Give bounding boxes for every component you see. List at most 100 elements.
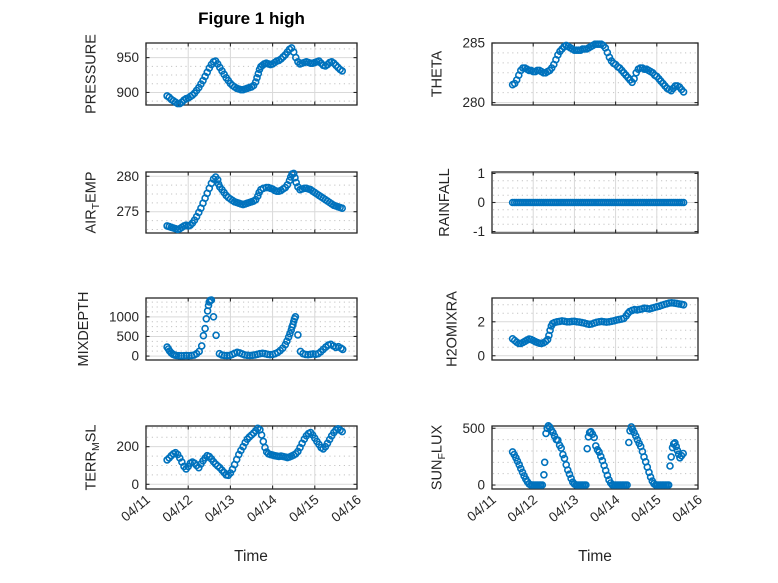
y-axis-label-sun-flux: SUNFLUX — [430, 425, 449, 491]
data-point — [596, 452, 605, 461]
data-point — [286, 329, 294, 338]
y-tick-label: 2 — [477, 314, 485, 329]
data-point — [209, 312, 218, 321]
y-tick-label: 200 — [116, 439, 139, 454]
data-point — [338, 427, 347, 436]
x-tick-label: 04/13 — [546, 492, 582, 525]
plot-frame — [491, 42, 699, 106]
x-tick-label: 04/15 — [286, 492, 322, 525]
y-tick-label: 280 — [116, 169, 139, 184]
data-point — [582, 481, 590, 489]
x-tick-label: 04/14 — [587, 492, 623, 526]
x-tick-label: 04/12 — [160, 492, 196, 525]
y-tick-label: 275 — [116, 204, 139, 219]
y-tick-label: 1000 — [109, 309, 139, 324]
scatter-series — [508, 298, 688, 348]
data-point — [175, 351, 183, 360]
scatter-series — [163, 424, 347, 480]
data-point — [560, 454, 569, 463]
data-point — [202, 314, 211, 323]
data-point — [631, 432, 640, 440]
x-axis-label-right: Time — [578, 548, 612, 565]
y-tick-label: 0 — [131, 477, 139, 492]
data-point — [672, 442, 681, 451]
scatter-series — [163, 44, 347, 108]
x-tick-label: 04/15 — [628, 492, 664, 525]
data-point — [226, 469, 235, 477]
data-point — [591, 442, 600, 450]
scatter-series — [508, 40, 688, 96]
data-point — [563, 317, 571, 326]
y-axis-label-mixdepth: MIXDEPTH — [76, 292, 92, 367]
data-point — [583, 444, 592, 453]
data-point — [284, 333, 293, 342]
data-point — [679, 88, 688, 96]
subplot-mixdepth: 0 500 1000 MIXDEPTH — [76, 292, 358, 367]
data-point — [516, 464, 525, 473]
plot-frame — [145, 171, 358, 234]
data-point — [199, 331, 208, 340]
x-tick-label: 04/16 — [328, 492, 364, 525]
figure-title: Figure 1 high — [198, 9, 305, 28]
data-point — [289, 169, 298, 178]
data-point — [540, 458, 549, 467]
subplot-pressure: 900 950 PRESSURE — [84, 34, 358, 114]
data-point — [518, 468, 527, 477]
data-point — [664, 481, 673, 489]
y-axis-label-pressure: PRESSURE — [84, 34, 100, 114]
plot-frame — [145, 42, 358, 106]
data-point — [323, 439, 332, 448]
x-tick-label: 04/11 — [464, 492, 499, 525]
subplot-theta: 280 285 THETA — [430, 36, 699, 110]
data-point — [546, 326, 554, 335]
data-point — [251, 78, 260, 86]
y-tick-label: 500 — [462, 421, 485, 436]
data-point — [568, 317, 576, 326]
plot-frame — [145, 297, 358, 361]
data-point — [513, 457, 522, 466]
data-point — [549, 428, 557, 437]
plot-frame — [145, 425, 358, 490]
data-point — [515, 460, 524, 469]
y-axis-label-air-temp: AIRTEMP — [84, 171, 103, 233]
data-point — [338, 204, 347, 212]
scatter-series — [508, 421, 688, 489]
y-tick-label: 0 — [131, 349, 139, 364]
data-point — [679, 449, 688, 458]
data-point — [257, 431, 266, 439]
scatter-series — [163, 169, 347, 234]
subplot-rainfall: -1 0 1 RAINFALL — [437, 166, 699, 239]
x-axis-label-left: Time — [234, 548, 268, 565]
plot-frame — [491, 425, 699, 490]
data-point — [559, 450, 567, 459]
data-point — [603, 471, 612, 480]
subplot-air-temp: 275 280 AIRTEMP — [84, 169, 358, 234]
data-point — [595, 448, 603, 456]
data-point — [624, 438, 633, 447]
y-tick-label: 0 — [477, 348, 485, 363]
x-tick-label: 04/16 — [669, 492, 705, 525]
y-tick-label: 900 — [116, 85, 139, 100]
data-point — [563, 466, 572, 474]
data-point — [671, 438, 679, 447]
data-point — [254, 69, 263, 78]
data-point — [590, 433, 599, 442]
data-point — [261, 443, 269, 452]
data-point — [325, 435, 334, 444]
y-axis-label-theta: THETA — [430, 50, 446, 97]
y-tick-label: -1 — [473, 224, 485, 239]
y-axis-label-rainfall: RAINFALL — [437, 168, 453, 237]
data-point — [538, 481, 547, 489]
data-point — [283, 337, 291, 346]
data-point — [294, 447, 302, 456]
scatter-series — [163, 296, 347, 360]
subplot-sun-flux: 0 500 SUNFLUX 04/11 04/12 04/13 04/14 04/15 04/1… — [430, 421, 705, 525]
data-point — [292, 178, 301, 187]
y-axis-label-h2omixra: H2OMIXRA — [445, 291, 461, 367]
data-point — [259, 437, 268, 446]
data-point — [291, 173, 299, 182]
data-point — [201, 324, 209, 333]
data-point — [212, 331, 220, 340]
